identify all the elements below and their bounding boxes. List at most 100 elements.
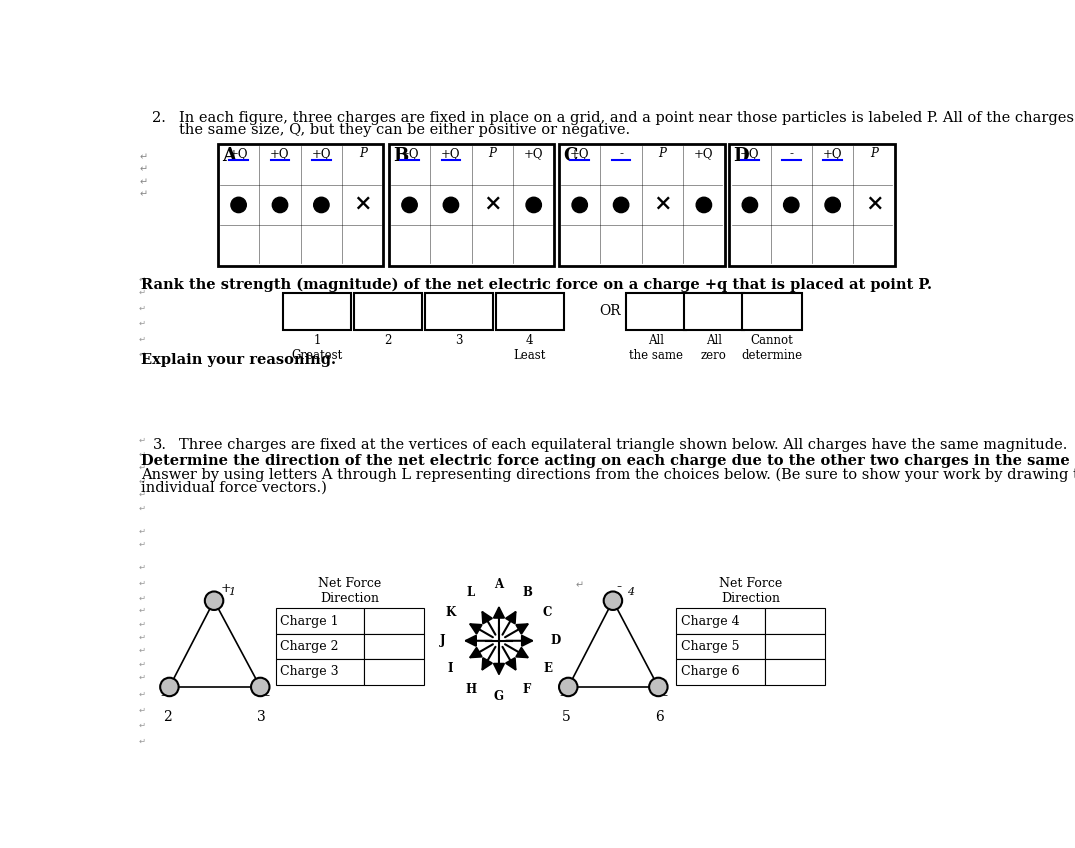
Text: 4
Least: 4 Least	[514, 333, 546, 361]
Text: the same size, Q, but they can be either positive or negative.: the same size, Q, but they can be either…	[180, 123, 631, 137]
Circle shape	[697, 198, 712, 213]
Text: ↵: ↵	[139, 275, 145, 283]
Circle shape	[784, 198, 799, 213]
Text: +Q: +Q	[524, 147, 544, 159]
Text: P: P	[488, 147, 497, 159]
Text: +Q: +Q	[270, 147, 290, 159]
Text: ↵: ↵	[139, 304, 145, 313]
Text: Explain your reasoning.: Explain your reasoning.	[141, 353, 335, 367]
Text: ↵: ↵	[139, 721, 145, 730]
Text: Charge 6: Charge 6	[680, 666, 740, 678]
Text: ↵: ↵	[140, 177, 147, 187]
Text: 1: 1	[228, 587, 235, 597]
Text: ↵: ↵	[139, 563, 145, 572]
Text: 2.: 2.	[153, 111, 167, 125]
Circle shape	[402, 198, 417, 213]
Bar	[764, 659, 825, 684]
Text: ×: ×	[354, 194, 372, 216]
Text: ↵: ↵	[139, 477, 145, 486]
Text: Charge 3: Charge 3	[281, 666, 339, 678]
Text: -: -	[264, 689, 269, 703]
Text: +Q: +Q	[694, 147, 714, 159]
Text: G: G	[494, 690, 504, 704]
Text: ↵: ↵	[139, 736, 145, 745]
Text: ↵: ↵	[139, 463, 145, 472]
Text: Charge 5: Charge 5	[680, 640, 740, 653]
Text: ↵: ↵	[139, 706, 145, 715]
Text: ↵: ↵	[576, 580, 584, 590]
Text: ↵: ↵	[140, 152, 147, 162]
Text: ↵: ↵	[139, 319, 145, 328]
Bar	[354, 293, 422, 330]
Circle shape	[572, 198, 587, 213]
Text: ↵: ↵	[139, 490, 145, 499]
Text: 3.: 3.	[153, 438, 167, 452]
Text: 5: 5	[562, 710, 571, 724]
Bar	[425, 293, 492, 330]
Circle shape	[205, 592, 224, 610]
Text: A: A	[494, 578, 503, 591]
Circle shape	[825, 198, 841, 213]
Text: +Q: +Q	[312, 147, 331, 159]
Text: 4: 4	[627, 587, 634, 597]
Text: ↵: ↵	[140, 165, 147, 175]
Text: ↵: ↵	[659, 678, 668, 688]
Bar	[742, 293, 802, 330]
Circle shape	[160, 678, 178, 696]
Text: 2: 2	[385, 333, 391, 347]
Text: H: H	[465, 683, 476, 696]
Text: ↵: ↵	[139, 660, 145, 668]
Bar	[729, 144, 894, 265]
Text: +: +	[220, 582, 231, 594]
Text: +Q: +Q	[400, 147, 419, 159]
Bar	[626, 293, 686, 330]
Text: 3: 3	[257, 710, 267, 724]
Bar	[275, 659, 364, 684]
Text: +Q: +Q	[822, 147, 843, 159]
Text: Cannot
determine: Cannot determine	[741, 333, 802, 361]
Text: ↵: ↵	[139, 540, 145, 549]
Text: All
the same: All the same	[629, 333, 683, 361]
Bar	[559, 144, 725, 265]
Circle shape	[443, 198, 459, 213]
Bar	[364, 659, 425, 684]
Text: Charge 1: Charge 1	[281, 615, 339, 628]
Bar	[496, 293, 563, 330]
Circle shape	[614, 198, 629, 213]
Text: K: K	[445, 606, 456, 619]
Circle shape	[559, 678, 577, 696]
Bar	[684, 293, 744, 330]
Circle shape	[231, 198, 246, 213]
Bar	[275, 608, 364, 633]
Bar	[284, 293, 352, 330]
Circle shape	[272, 198, 288, 213]
Text: D: D	[733, 148, 748, 165]
Text: +Q: +Q	[229, 147, 248, 159]
Circle shape	[742, 198, 758, 213]
Text: ↵: ↵	[139, 645, 145, 655]
Text: ↵: ↵	[139, 527, 145, 536]
Bar	[676, 608, 764, 633]
Text: individual force vectors.): individual force vectors.)	[141, 481, 327, 494]
Bar	[676, 659, 764, 684]
Text: C: C	[543, 606, 553, 619]
Text: 1
Greatest: 1 Greatest	[291, 333, 343, 361]
Text: -: -	[662, 689, 668, 703]
Text: I: I	[447, 662, 453, 675]
Text: ×: ×	[483, 194, 502, 216]
Text: -: -	[160, 689, 166, 703]
Text: Net Force
Direction: Net Force Direction	[318, 577, 382, 605]
Text: +Q: +Q	[570, 147, 589, 159]
Text: P: P	[659, 147, 666, 159]
Bar	[364, 608, 425, 633]
Text: B: B	[392, 148, 407, 165]
Text: ↵: ↵	[140, 189, 147, 199]
Text: C: C	[563, 148, 577, 165]
Text: Net Force
Direction: Net Force Direction	[719, 577, 782, 605]
Bar	[764, 608, 825, 633]
Text: Rank the strength (magnitude) of the net electric force on a charge +q that is p: Rank the strength (magnitude) of the net…	[141, 277, 932, 292]
Text: ×: ×	[654, 194, 672, 216]
Text: ↵: ↵	[139, 288, 145, 297]
Text: +Q: +Q	[740, 147, 760, 159]
Bar	[275, 633, 364, 659]
